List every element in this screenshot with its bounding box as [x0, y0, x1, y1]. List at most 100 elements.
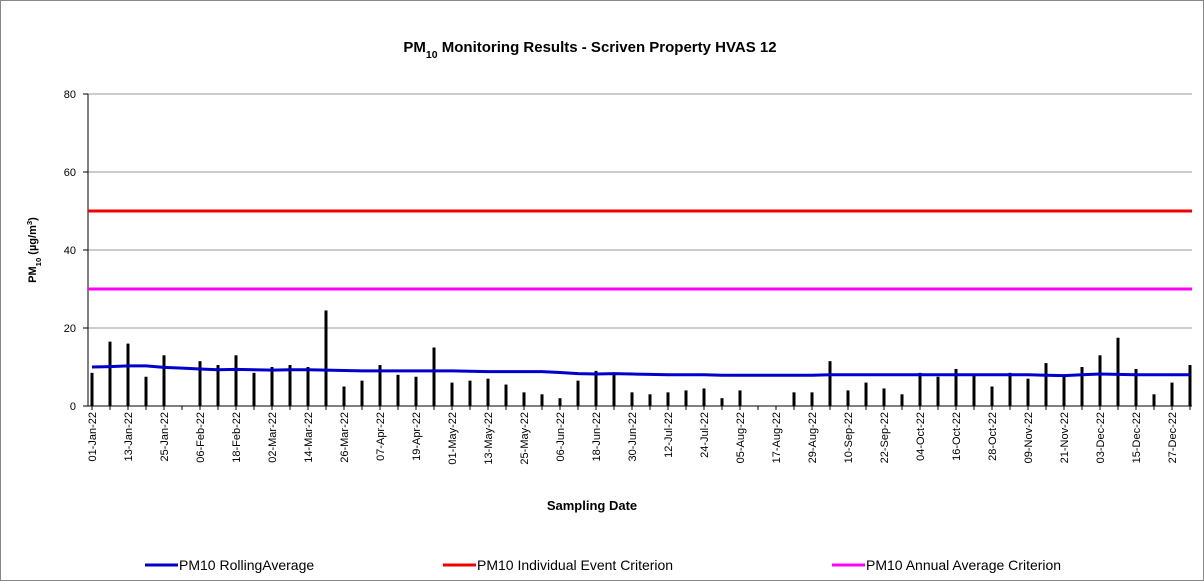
- bar: [1080, 367, 1084, 406]
- bar: [648, 394, 652, 406]
- bar: [828, 361, 832, 406]
- x-tick-label: 12-Jul-22: [663, 412, 675, 458]
- x-tick-label: 04-Oct-22: [915, 412, 927, 461]
- y-tick-label: 40: [64, 245, 76, 257]
- x-tick-label: 27-Dec-22: [1167, 412, 1179, 463]
- bar: [666, 392, 670, 406]
- legend-label: PM10 RollingAverage: [179, 557, 314, 573]
- bar: [288, 365, 292, 406]
- bar: [1152, 394, 1156, 406]
- bar: [936, 376, 940, 406]
- bar: [108, 341, 112, 406]
- bar: [720, 398, 724, 406]
- x-tick-label: 18-Jun-22: [591, 412, 603, 462]
- bar: [684, 390, 688, 406]
- legend-label: PM10 Individual Event Criterion: [477, 557, 673, 573]
- text-segment: 10: [426, 49, 438, 61]
- text-segment: ): [27, 217, 39, 221]
- x-tick-label: 14-Mar-22: [303, 412, 315, 463]
- bar: [1044, 363, 1048, 406]
- bar: [702, 388, 706, 406]
- legend-label: PM10 Annual Average Criterion: [866, 557, 1061, 573]
- bar: [612, 372, 616, 406]
- x-tick-label: 17-Aug-22: [771, 412, 783, 463]
- text-segment: 10: [34, 258, 43, 267]
- x-tick-label: 19-Apr-22: [411, 412, 423, 461]
- y-axis-label: PM10 (µg/m3): [25, 217, 43, 283]
- bar: [1170, 382, 1174, 406]
- text-segment: (µg/m: [27, 225, 39, 258]
- x-tick-label: 06-Jun-22: [555, 412, 567, 462]
- bar: [306, 367, 310, 406]
- bar: [1062, 376, 1066, 406]
- x-tick-label: 18-Feb-22: [231, 412, 243, 463]
- bar: [522, 392, 526, 406]
- bar: [882, 388, 886, 406]
- bar: [810, 392, 814, 406]
- bar: [1116, 337, 1120, 406]
- x-tick-label: 25-Jan-22: [159, 412, 171, 462]
- bar: [576, 380, 580, 406]
- bar: [324, 310, 328, 406]
- text-segment: Monitoring Results - Scriven Property HV…: [438, 39, 777, 56]
- x-tick-label: 10-Sep-22: [843, 412, 855, 463]
- text-segment: PM: [403, 39, 426, 56]
- bar: [216, 365, 220, 406]
- x-tick-label: 05-Aug-22: [735, 412, 747, 463]
- bar: [1134, 368, 1138, 406]
- bar: [252, 372, 256, 406]
- bar: [486, 378, 490, 406]
- x-tick-label: 24-Jul-22: [699, 412, 711, 458]
- bar: [414, 376, 418, 406]
- x-tick-label: 02-Mar-22: [267, 412, 279, 463]
- bar: [846, 390, 850, 406]
- bar: [630, 392, 634, 406]
- x-tick-label: 30-Jun-22: [627, 412, 639, 462]
- y-tick-label: 0: [70, 401, 76, 413]
- bar: [126, 343, 130, 406]
- line: [91, 364, 1190, 378]
- bar: [792, 392, 796, 406]
- bar: [972, 374, 976, 406]
- bar: [1008, 372, 1012, 406]
- bar: [594, 370, 598, 406]
- bar: [342, 386, 346, 406]
- bar: [540, 394, 544, 406]
- bar: [900, 394, 904, 406]
- bar: [144, 376, 148, 406]
- x-tick-label: 13-Jan-22: [123, 412, 135, 462]
- y-tick-label: 60: [64, 167, 76, 179]
- bar: [234, 355, 238, 406]
- chart-title: PM10 Monitoring Results - Scriven Proper…: [403, 39, 776, 61]
- x-tick-label: 07-Apr-22: [375, 412, 387, 461]
- x-tick-label: 26-Mar-22: [339, 412, 351, 463]
- bar: [864, 382, 868, 406]
- bar: [360, 380, 364, 406]
- bar: [162, 355, 166, 406]
- y-tick-label: 20: [64, 323, 76, 335]
- x-tick-label: 28-Oct-22: [987, 412, 999, 461]
- x-tick-label: 22-Sep-22: [879, 412, 891, 463]
- x-tick-label: 29-Aug-22: [807, 412, 819, 463]
- x-tick-label: 25-May-22: [519, 412, 531, 465]
- bar: [738, 390, 742, 406]
- x-tick-label: 13-May-22: [483, 412, 495, 465]
- x-tick-label: 16-Oct-22: [951, 412, 963, 461]
- x-tick-label: 03-Dec-22: [1095, 412, 1107, 463]
- bar: [918, 372, 922, 406]
- text-segment: 3: [25, 221, 34, 225]
- bar: [378, 365, 382, 406]
- x-tick-label: 06-Feb-22: [195, 412, 207, 463]
- bar: [558, 398, 562, 406]
- bar: [990, 386, 994, 406]
- x-tick-label: 01-May-22: [447, 412, 459, 465]
- bar: [198, 361, 202, 406]
- bar: [432, 347, 436, 406]
- x-tick-label: 21-Nov-22: [1059, 412, 1071, 463]
- bar: [504, 384, 508, 406]
- x-tick-label: 09-Nov-22: [1023, 412, 1035, 463]
- bar: [954, 368, 958, 406]
- x-tick-label: 01-Jan-22: [87, 412, 99, 462]
- bar: [90, 372, 94, 406]
